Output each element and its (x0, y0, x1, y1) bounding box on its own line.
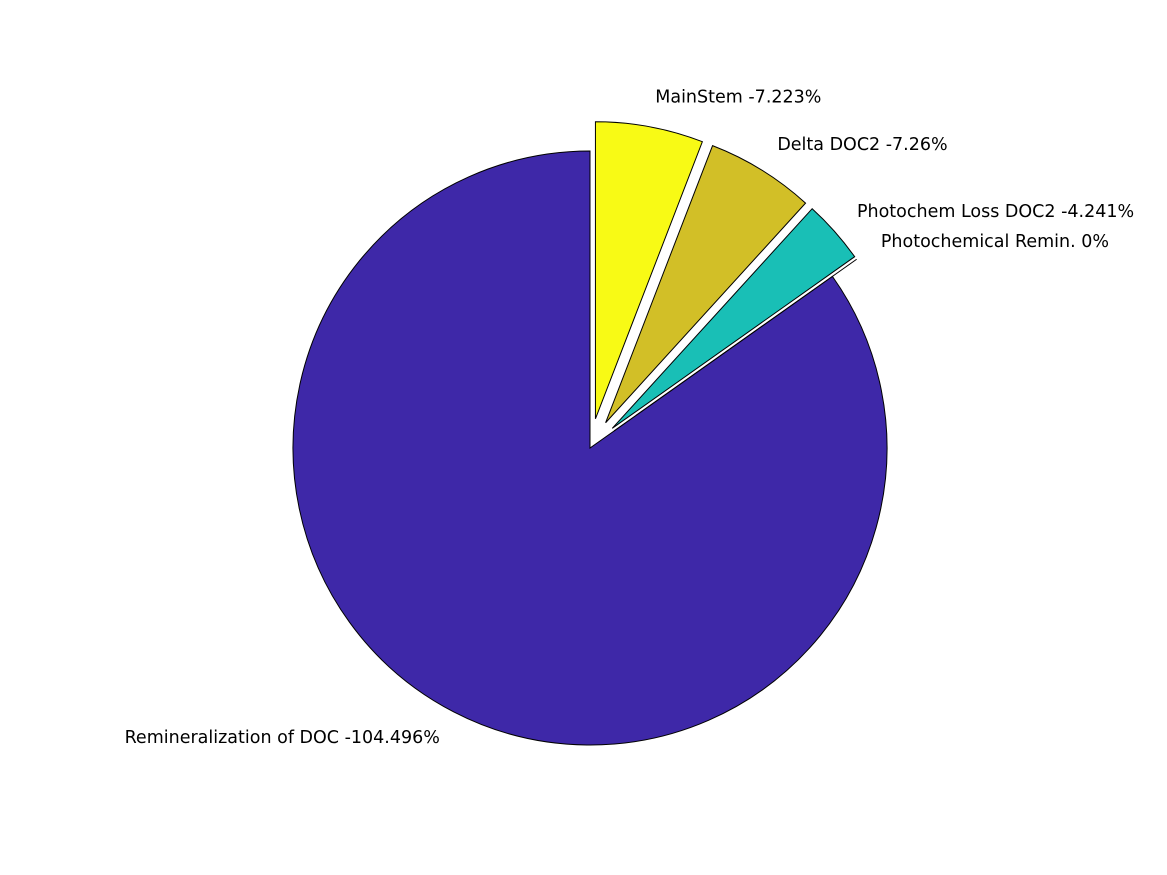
pie-label-2: Photochem Loss DOC2 -4.241% (857, 202, 1134, 222)
pie-label-0: Remineralization of DOC -104.496% (125, 728, 440, 748)
pie-slice-3 (605, 145, 807, 424)
pie-label-1: Photochemical Remin. 0% (881, 232, 1109, 252)
pie-slice-4 (594, 121, 704, 419)
pie-slice-2 (611, 207, 856, 429)
pie-label-3: Delta DOC2 -7.26% (777, 135, 947, 155)
pie-slices (292, 121, 888, 746)
pie-slice-0 (292, 150, 888, 746)
pie-labels: Remineralization of DOC -104.496% Photoch… (125, 88, 1135, 749)
pie-label-4: MainStem -7.223% (655, 88, 821, 108)
